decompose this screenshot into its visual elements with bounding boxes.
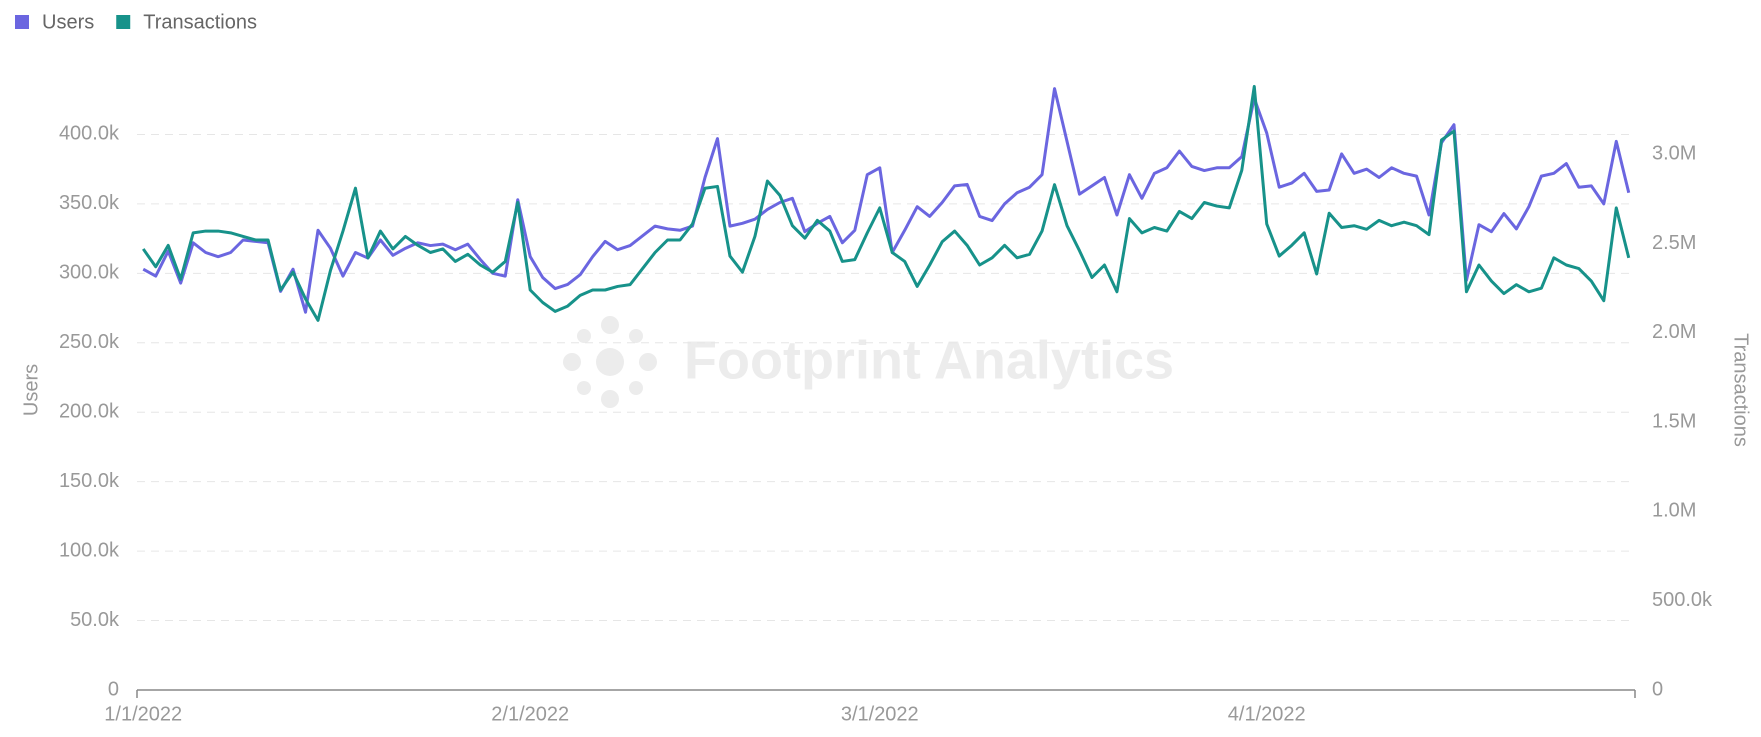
legend-swatch	[116, 15, 131, 29]
y-tick-label: 100.0k	[59, 539, 120, 561]
x-tick-label: 2/1/2022	[491, 703, 569, 725]
y2-tick-label: 500.0k	[1652, 589, 1713, 611]
y2-tick-label: 3.0M	[1652, 143, 1696, 165]
series-line	[142, 87, 1631, 314]
y-tick-label: 200.0k	[59, 401, 120, 423]
watermark-text: Footprint Analytics	[684, 330, 1174, 390]
legend-label: Users	[42, 11, 94, 33]
series-line	[142, 84, 1631, 322]
y-tick-label: 0	[108, 678, 119, 700]
x-tick-label: 1/1/2022	[104, 703, 182, 725]
y-tick-label: 150.0k	[59, 470, 120, 492]
y2-tick-label: 2.5M	[1652, 232, 1696, 254]
y2-axis-title: Transactions	[1730, 333, 1752, 447]
y2-tick-label: 2.0M	[1652, 321, 1696, 343]
y-tick-label: 50.0k	[70, 609, 120, 631]
y-tick-label: 400.0k	[59, 123, 120, 145]
y2-tick-label: 0	[1652, 678, 1663, 700]
watermark: Footprint Analytics	[563, 316, 1174, 408]
y2-tick-label: 1.0M	[1652, 500, 1696, 522]
y-tick-label: 350.0k	[59, 192, 120, 214]
y-axis-title: Users	[20, 364, 42, 416]
y2-tick-label: 1.5M	[1652, 410, 1696, 432]
x-tick-label: 4/1/2022	[1228, 703, 1306, 725]
legend-swatch	[15, 15, 29, 29]
y-tick-label: 300.0k	[59, 262, 120, 284]
y-tick-label: 250.0k	[59, 331, 120, 353]
legend-label: Transactions	[143, 11, 257, 33]
x-tick-label: 3/1/2022	[841, 703, 919, 725]
